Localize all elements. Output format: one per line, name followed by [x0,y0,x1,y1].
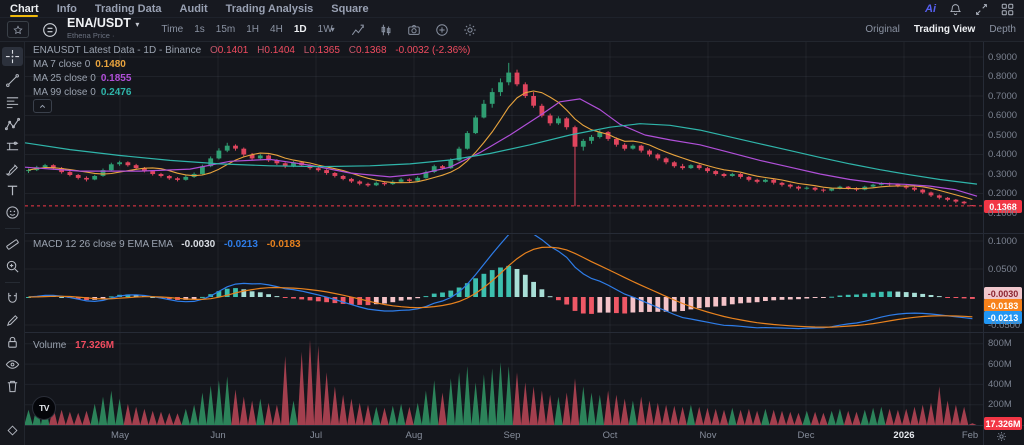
text-tool[interactable] [5,183,20,198]
chart-view-switch: Original Trading View Depth [865,24,1016,35]
nav-tab-info[interactable]: Info [56,2,77,15]
hide-drawings-eye-tool[interactable] [5,357,20,372]
fullscreen-icon[interactable] [975,3,988,16]
notification-bell-icon[interactable] [949,3,962,16]
active-tab-underline [10,15,38,17]
pattern-tool[interactable] [4,117,20,132]
interval-1h[interactable]: 1H [246,24,260,35]
brush-tool[interactable] [5,161,20,176]
symbol-selector[interactable]: ENA/USDT ▾ Ethena Price · [67,16,140,41]
add-circle-icon[interactable] [435,23,449,37]
interval-more-caret-icon[interactable]: ▾ [330,25,335,34]
interval-15m[interactable]: 15m [215,24,236,35]
nav-tab-trading-data[interactable]: Trading Data [94,2,162,15]
ai-assistant-button[interactable]: Ai [925,3,936,15]
interval-1w[interactable]: 1W [317,24,333,35]
nav-tab-trading-analysis[interactable]: Trading Analysis [225,2,314,15]
chart-tool-icons [351,23,477,37]
interval-4h[interactable]: 4H [270,24,283,35]
ma99-line [24,123,978,185]
interval-1s[interactable]: 1s [194,24,205,35]
nav-tabs: Chart Info Trading Data Audit Trading Analys… [10,3,369,15]
settings-gear-icon[interactable] [463,23,477,37]
nav-tab-audit[interactable]: Audit [179,2,208,15]
trend-line-tool[interactable] [5,73,20,88]
toolbar-divider [4,282,20,283]
chart-style-icon[interactable] [351,23,365,37]
nav-tab-chart[interactable]: Chart [10,2,39,15]
magnet-tool[interactable] [5,291,20,306]
shapes-diamond-tool[interactable] [6,424,19,437]
measure-ruler-tool[interactable] [5,237,20,252]
view-depth[interactable]: Depth [989,24,1016,35]
apps-grid-icon[interactable] [1001,3,1014,16]
view-trading-view[interactable]: Trading View [913,24,976,35]
signal-line [28,246,973,328]
emoji-tool[interactable] [5,205,20,220]
indicator-icon[interactable] [379,23,393,37]
lock-drawings-tool[interactable] [5,335,20,350]
ma7-line [28,90,973,201]
top-nav: Chart Info Trading Data Audit Trading Analys… [0,0,1024,18]
symbol-toolbar: ENA/USDT ▾ Ethena Price · Time 1s 15m 1H 4H 1… [0,16,1024,42]
camera-icon[interactable] [407,23,421,37]
ethena-logo-icon [42,22,58,38]
toolbar-divider [4,228,20,229]
macd-line [28,235,973,330]
interval-1d[interactable]: 1D [293,24,307,35]
ma25-line [24,98,978,197]
delete-trash-tool[interactable] [5,379,20,394]
drawing-toolbar [0,42,25,445]
fib-retracement-tool[interactable] [5,95,20,110]
crosshair-tool[interactable] [1,47,23,66]
macd-histogram [26,265,975,314]
legend-collapse-button[interactable] [33,99,52,113]
zoom-in-tool[interactable] [5,259,20,274]
grid-lines [25,42,983,425]
favorite-star-button[interactable] [7,21,29,38]
edit-pencil-tool[interactable] [5,313,20,328]
interval-switch: Time 1s 15m 1H 4H 1D 1W [161,24,332,35]
nav-tab-square[interactable]: Square [331,2,369,15]
symbol-subtitle: Ethena Price · [67,31,115,40]
volume-series [24,339,977,425]
position-tool[interactable] [5,139,20,154]
symbol-name: ENA/USDT [67,16,131,30]
chevron-down-icon: ▾ [135,20,140,29]
interval-time[interactable]: Time [161,24,184,35]
view-original[interactable]: Original [865,24,900,35]
nav-right-icons: Ai [925,0,1014,18]
